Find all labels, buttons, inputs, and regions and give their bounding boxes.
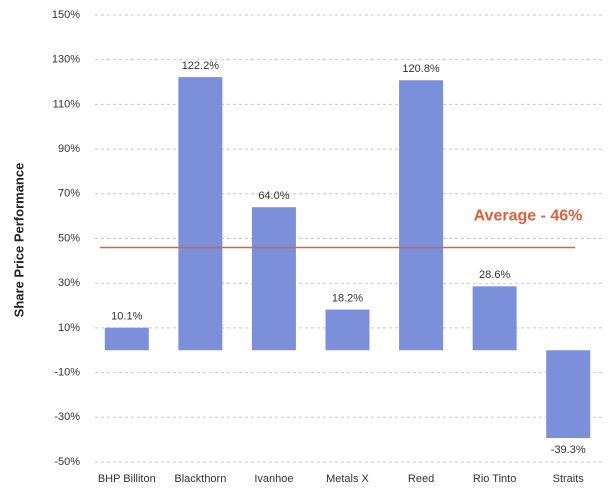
y-tick-label: -30% <box>54 411 80 423</box>
x-tick-label: Ivanhoe <box>254 473 293 485</box>
y-tick-label: 90% <box>58 143 80 155</box>
y-tick-label: 10% <box>58 322 80 334</box>
bar <box>472 286 517 351</box>
bar <box>546 350 591 439</box>
bar <box>399 80 444 351</box>
x-tick-label: Metals X <box>326 473 369 485</box>
y-tick-label: 150% <box>52 9 80 21</box>
average-label: Average - 46% <box>474 208 583 225</box>
bar <box>104 327 149 351</box>
value-label: -39.3% <box>551 444 586 456</box>
value-label: 122.2% <box>182 60 220 72</box>
bar <box>325 309 370 351</box>
y-tick-label: 110% <box>53 98 81 110</box>
value-label: 18.2% <box>332 292 363 304</box>
value-label: 10.1% <box>111 311 142 323</box>
x-tick-label: BHP Billiton <box>98 473 156 485</box>
value-label: 64.0% <box>258 190 289 202</box>
value-label: 28.6% <box>479 269 510 281</box>
y-tick-label: -50% <box>54 456 80 468</box>
x-tick-label: Blackthorn <box>174 473 226 485</box>
bar <box>251 207 296 351</box>
y-tick-label: 50% <box>58 232 80 244</box>
y-tick-label: 130% <box>52 54 80 66</box>
x-tick-label: Reed <box>408 473 434 485</box>
value-label: 120.8% <box>402 63 440 75</box>
x-tick-label: Straits <box>553 473 585 485</box>
x-tick-label: Rio Tinto <box>473 473 516 485</box>
y-axis-label: Share Price Performance <box>11 163 26 318</box>
y-tick-label: 70% <box>58 188 80 200</box>
bar <box>178 77 223 351</box>
y-tick-label: -10% <box>54 367 80 379</box>
y-tick-label: 30% <box>58 277 80 289</box>
